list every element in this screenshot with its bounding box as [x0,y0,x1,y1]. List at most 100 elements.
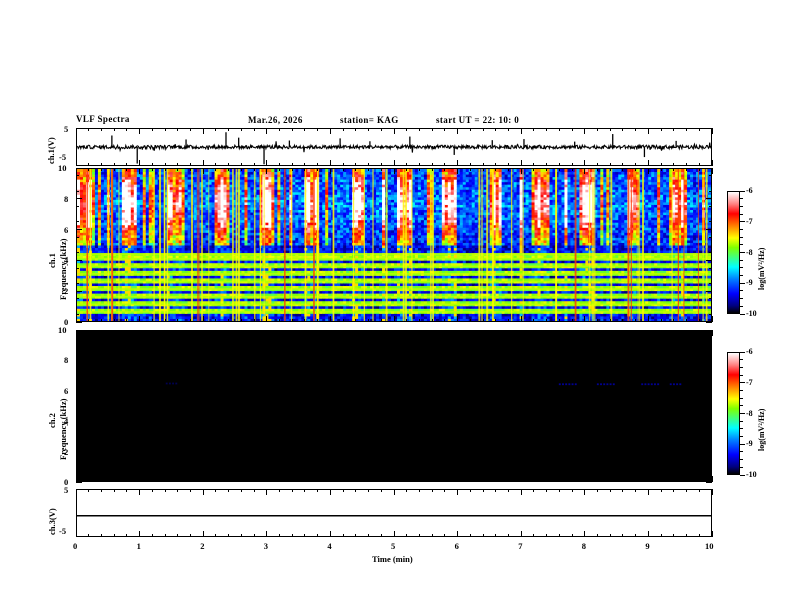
x-minor-tick [609,128,611,131]
x-minor-tick [317,168,319,171]
x-minor-tick [482,489,484,492]
colorbar-tick [740,313,745,315]
station-label: station= KAG [340,115,399,125]
x-tick-label: 9 [645,541,650,551]
freq-minor-tick [76,236,79,238]
x-minor-tick [317,128,319,131]
x-minor-tick [495,128,497,131]
colorbar-minor-tick [740,389,743,391]
ch1-volt-axis-label: ch.1(V) [46,137,56,164]
x-minor-tick [177,479,179,482]
x-minor-tick [507,489,509,492]
x-major-tick [520,168,522,174]
freq-minor-tick [76,337,79,339]
x-major-tick [584,476,586,482]
x-minor-tick [609,319,611,322]
x-major-tick [457,128,459,134]
freq-major-tick [76,390,82,392]
colorbar-minor-tick [740,366,743,368]
x-major-tick [393,128,395,134]
x-major-tick [75,160,77,166]
x-minor-tick [304,168,306,171]
x-minor-tick [253,128,255,131]
x-minor-tick [558,163,560,166]
colorbar-ch2-label: log(mV²/Hz) [757,408,766,451]
x-minor-tick [88,168,90,171]
x-minor-tick [444,168,446,171]
x-minor-tick [355,168,357,171]
x-major-tick [139,160,141,166]
x-minor-tick [660,479,662,482]
x-minor-tick [686,168,688,171]
x-minor-tick [444,479,446,482]
ch3-volt-axis-label: ch.3(V) [47,508,57,535]
x-minor-tick [88,330,90,333]
x-minor-tick [533,479,535,482]
freq-minor-tick [709,313,712,315]
colorbar-tick [740,190,745,192]
x-minor-tick [240,489,242,492]
x-minor-tick [495,168,497,171]
x-major-tick [520,489,522,495]
freq-tick-label: 8 [64,355,69,366]
freq-minor-tick [76,252,79,254]
x-minor-tick [418,163,420,166]
x-tick-label: 2 [200,541,205,551]
x-minor-tick [279,479,281,482]
x-minor-tick [507,479,509,482]
x-major-tick [266,531,268,537]
colorbar-minor-tick [740,275,743,277]
x-major-tick [266,128,268,134]
freq-minor-tick [76,367,79,369]
x-minor-tick [164,479,166,482]
x-minor-tick [469,128,471,131]
x-minor-tick [507,534,509,537]
x-minor-tick [673,319,675,322]
x-minor-tick [622,489,624,492]
freq-minor-tick [76,428,79,430]
x-minor-tick [546,489,548,492]
x-minor-tick [546,128,548,131]
x-tick-label: 10 [705,541,714,551]
x-minor-tick [558,319,560,322]
x-minor-tick [635,489,637,492]
x-minor-tick [355,163,357,166]
x-major-tick [202,476,204,482]
ch2-spectrogram [76,330,712,482]
colorbar-minor-tick [740,298,743,300]
x-minor-tick [317,479,319,482]
colorbar-minor-tick [740,259,743,261]
x-minor-tick [228,168,230,171]
x-minor-tick [228,163,230,166]
ch3-voltage-panel [76,489,712,537]
x-minor-tick [177,534,179,537]
freq-tick-label: 0 [64,477,69,487]
x-minor-tick [507,168,509,171]
x-major-tick [75,531,77,537]
x-major-tick [520,476,522,482]
freq-minor-tick [76,443,79,445]
x-minor-tick [558,128,560,131]
x-minor-tick [673,128,675,131]
x-minor-tick [622,319,624,322]
x-major-tick [457,168,459,174]
x-minor-tick [686,128,688,131]
freq-minor-tick [709,175,712,177]
x-major-tick [329,316,331,322]
x-minor-tick [546,330,548,333]
x-minor-tick [126,168,128,171]
x-minor-tick [228,534,230,537]
x-minor-tick [571,479,573,482]
x-minor-tick [342,128,344,131]
freq-minor-tick [709,428,712,430]
x-minor-tick [304,128,306,131]
freq-minor-tick [76,206,79,207]
x-minor-tick [558,534,560,537]
colorbar-ch1-label: log(mV²/Hz) [757,247,766,290]
x-minor-tick [368,534,370,537]
x-minor-tick [673,168,675,171]
x-major-tick [329,489,331,495]
freq-minor-tick [709,337,712,339]
start-ut-label: start UT = 22: 10: 0 [436,115,520,125]
freq-minor-tick [76,221,79,223]
